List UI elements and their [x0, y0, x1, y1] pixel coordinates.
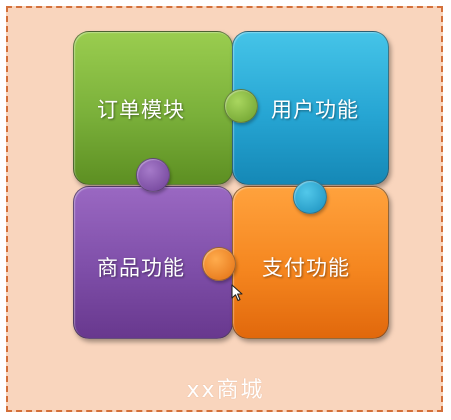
- knob-orders-products: [136, 158, 170, 192]
- tile-label-products: 商品功能: [97, 256, 185, 280]
- tile-label-users: 用户功能: [271, 98, 359, 122]
- mouse-pointer-icon: [231, 284, 243, 302]
- knob-users-payment: [293, 180, 327, 214]
- footer-label: xx商城: [186, 378, 265, 403]
- tile-label-payment: 支付功能: [262, 256, 350, 280]
- knob-orders-users: [224, 89, 258, 123]
- knob-products-payment: [202, 247, 236, 281]
- tile-label-orders: 订单模块: [97, 98, 185, 122]
